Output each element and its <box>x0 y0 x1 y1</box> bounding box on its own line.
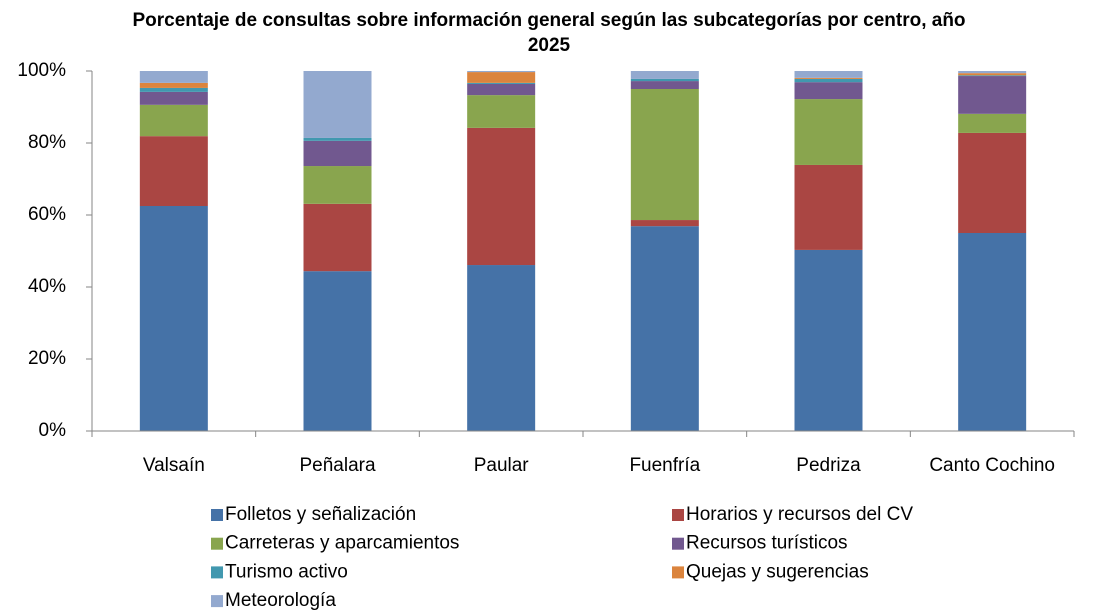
legend-swatch <box>211 595 223 608</box>
legend-label: Quejas y sugerencias <box>686 561 869 582</box>
legend-label: Recursos turísticos <box>686 533 848 554</box>
legend-swatch <box>672 509 684 521</box>
bar-segment <box>139 91 208 105</box>
legend-label: Horarios y recursos del CV <box>686 504 913 525</box>
bar-segment <box>958 113 1027 133</box>
bar-segment <box>958 76 1027 114</box>
bar-segment <box>467 82 536 84</box>
legend-swatch <box>211 537 223 550</box>
bar-segment <box>139 87 208 92</box>
x-tick-label: Peñalara <box>299 455 375 476</box>
bar-segment <box>139 136 208 206</box>
chart-title: Porcentaje de consultas sobre informació… <box>132 10 966 56</box>
bar-segment <box>139 206 208 431</box>
bar-segment <box>467 265 536 431</box>
bar-segment <box>794 249 863 431</box>
bar-segment <box>303 137 372 141</box>
x-tick-label: Paular <box>474 455 530 476</box>
bar-segment <box>794 78 863 83</box>
bar-segment <box>303 166 372 204</box>
y-tick-label: 0% <box>39 420 67 441</box>
bar-segment <box>630 81 699 89</box>
y-tick-label: 60% <box>28 204 66 225</box>
legend-label: Turismo activo <box>225 561 348 582</box>
legend-label: Meteorología <box>225 590 336 610</box>
bar-segment <box>467 71 536 73</box>
y-tick-label: 80% <box>28 132 66 153</box>
bar-segment <box>794 99 863 165</box>
legend-swatch <box>672 537 684 550</box>
x-tick-label: Fuenfría <box>629 455 700 476</box>
x-tick-label: Valsaín <box>143 455 205 476</box>
legend-swatch <box>211 566 223 579</box>
bar-segment <box>794 77 863 79</box>
bar-segment <box>794 82 863 100</box>
bar-segment <box>303 71 372 138</box>
bar-segment <box>303 271 372 431</box>
bar-segment <box>303 203 372 272</box>
legend-swatch <box>672 566 684 579</box>
legend-swatch <box>211 509 223 521</box>
bar-segment <box>467 72 536 83</box>
bar-segment <box>630 89 699 221</box>
x-tick-label: Canto Cochino <box>929 455 1055 476</box>
y-tick-label: 20% <box>28 348 66 369</box>
bar-segment <box>467 83 536 96</box>
bar-segment <box>958 73 1027 76</box>
legend-label: Folletos y señalización <box>225 504 416 525</box>
bar-segment <box>630 71 699 79</box>
bar-segment <box>139 82 208 88</box>
bar-segment <box>630 78 699 82</box>
bar-segment <box>630 226 699 431</box>
x-tick-label: Pedriza <box>796 455 861 476</box>
bar-segment <box>139 104 208 137</box>
bar-segment <box>958 75 1027 77</box>
y-tick-label: 40% <box>28 276 66 297</box>
bar-segment <box>958 71 1027 74</box>
y-tick-label: 100% <box>17 60 66 81</box>
bar-segment <box>794 71 863 78</box>
bar-segment <box>630 220 699 227</box>
bar-segment <box>303 140 372 167</box>
legend-label: Carreteras y aparcamientos <box>225 533 459 554</box>
bar-segment <box>139 71 208 83</box>
bar-segment <box>467 127 536 266</box>
bar-segment <box>794 164 863 250</box>
bar-segment <box>958 233 1027 431</box>
bar-segment <box>467 95 536 128</box>
bar-segment <box>958 132 1027 233</box>
